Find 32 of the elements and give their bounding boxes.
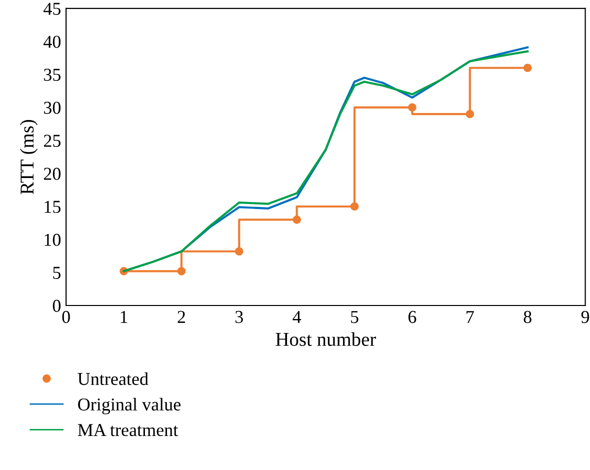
x-tick-label: 9	[581, 310, 590, 324]
y-tick-label: 10	[44, 234, 61, 246]
y-tick-label: 30	[44, 102, 61, 114]
point	[292, 216, 302, 224]
y-tick-label: 15	[44, 200, 61, 213]
x-tick-label: 8	[524, 310, 532, 324]
y-tick-label: 20	[44, 168, 61, 180]
x-tick-label: 6	[408, 310, 416, 324]
legend-label: Original value	[78, 398, 181, 414]
x-tick-label: 4	[292, 311, 302, 323]
point	[234, 247, 244, 256]
x-tick-label: 3	[235, 310, 243, 324]
point	[177, 267, 186, 276]
y-tick-label: 5	[53, 266, 61, 279]
point	[408, 103, 416, 112]
point	[350, 202, 359, 211]
y-tick-label: 45	[44, 2, 61, 15]
y-tick-label: 35	[44, 68, 61, 81]
legend-label: Untreated	[78, 372, 148, 386]
y-tick-label: 40	[44, 36, 61, 48]
x-tick-label: 0	[62, 310, 70, 324]
x-tick-label: 2	[178, 310, 185, 323]
legend-label: MA treatment	[78, 424, 178, 436]
y-axis-title: RTT (ms)	[20, 120, 38, 194]
x-tick-label: 1	[120, 310, 128, 323]
x-tick-label: 5	[351, 311, 358, 324]
point	[523, 64, 532, 72]
y-tick-label: 0	[52, 300, 61, 312]
x-tick-label: 7	[466, 311, 474, 323]
y-tick-label: 25	[44, 134, 61, 147]
point	[466, 110, 474, 118]
x-axis-title: Host number	[276, 332, 376, 346]
